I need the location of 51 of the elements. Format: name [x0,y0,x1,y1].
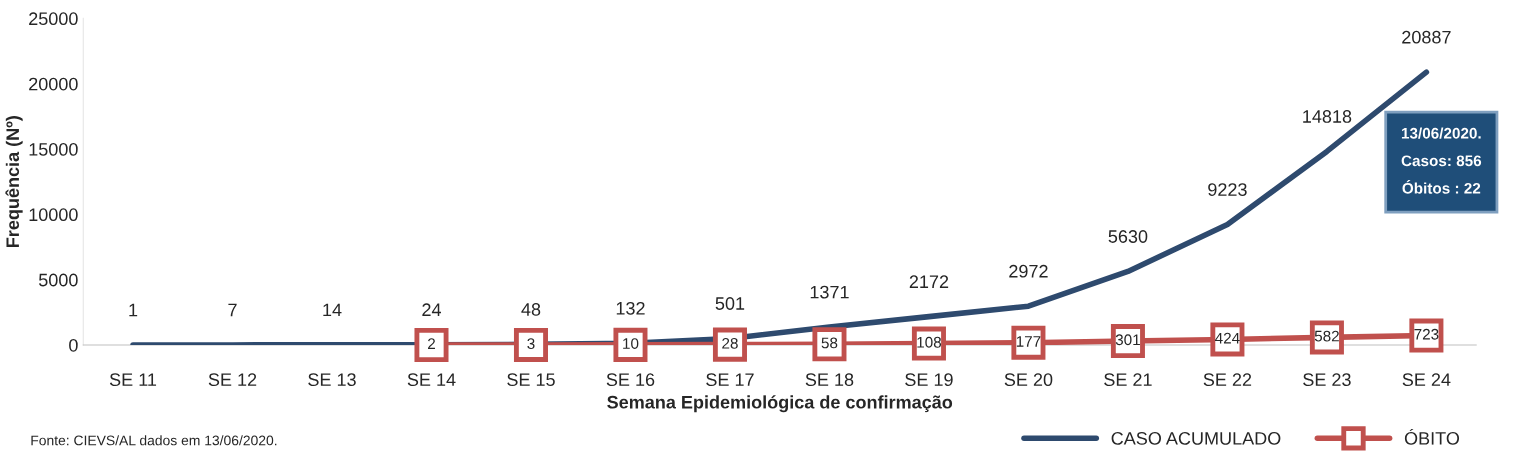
y-tick-label: 25000 [29,12,78,26]
x-tick-label: SE 16 [606,373,655,387]
x-tick-label: SE 24 [1402,373,1451,387]
y-tick-label: 0 [69,338,78,352]
y-tick-label: 20000 [29,77,78,91]
data-label: 20887 [1402,30,1451,44]
legend-label: ÓBITO [1404,428,1460,445]
data-label: 28 [722,337,738,349]
x-tick-label: SE 23 [1303,373,1351,387]
data-label: 5630 [1108,230,1148,243]
data-label: 24 [422,303,441,316]
y-axis-title: Frequência (Nº) [5,116,23,247]
x-tick-label: SE 17 [706,373,754,387]
data-label: 1371 [810,285,849,299]
legend-label: CASO ACUMULADO [1111,432,1281,445]
data-label: 10 [623,338,639,349]
data-label: 582 [1314,330,1339,342]
data-label: 58 [821,337,838,349]
source-note: Fonte: CIEVS/AL dados em 13/06/2020. [31,435,277,446]
x-tick-label: SE 15 [507,373,555,387]
data-label: 301 [1115,334,1140,346]
data-label: 14 [323,303,342,317]
data-label: 7 [228,303,237,317]
x-tick-label: SE 13 [308,373,356,387]
x-tick-label: SE 18 [805,373,854,387]
data-label: 132 [616,301,645,315]
data-label: 2172 [909,275,949,288]
x-tick-label: SE 19 [905,373,953,387]
x-tick-label: SE 14 [407,373,456,387]
data-label: 424 [1215,332,1240,344]
data-label: 723 [1414,328,1439,340]
x-axis-title: Semana Epidemiológica de confirmação [607,395,953,413]
y-tick-label: 10000 [29,208,78,222]
data-label: 9223 [1208,183,1247,196]
annotation: 13/06/2020. Casos: 856 Óbitos : 22 [1401,127,1482,194]
x-tick-label: SE 20 [1004,373,1053,387]
data-label: 2 [428,338,435,349]
x-tick-label: SE 21 [1104,373,1152,387]
y-tick-label: 5000 [38,273,78,287]
x-tick-label: SE 11 [109,373,157,387]
data-label: 108 [917,336,942,348]
y-tick-label: 15000 [29,142,78,156]
data-label: 3 [527,338,535,350]
data-label: 2972 [1009,264,1048,278]
x-tick-label: SE 22 [1203,373,1252,387]
x-tick-label: SE 12 [208,373,257,387]
data-label: 501 [715,297,745,310]
data-label: 177 [1016,336,1041,347]
data-label: 1 [129,303,138,317]
data-label: 48 [521,303,541,316]
data-label: 14818 [1303,110,1352,123]
